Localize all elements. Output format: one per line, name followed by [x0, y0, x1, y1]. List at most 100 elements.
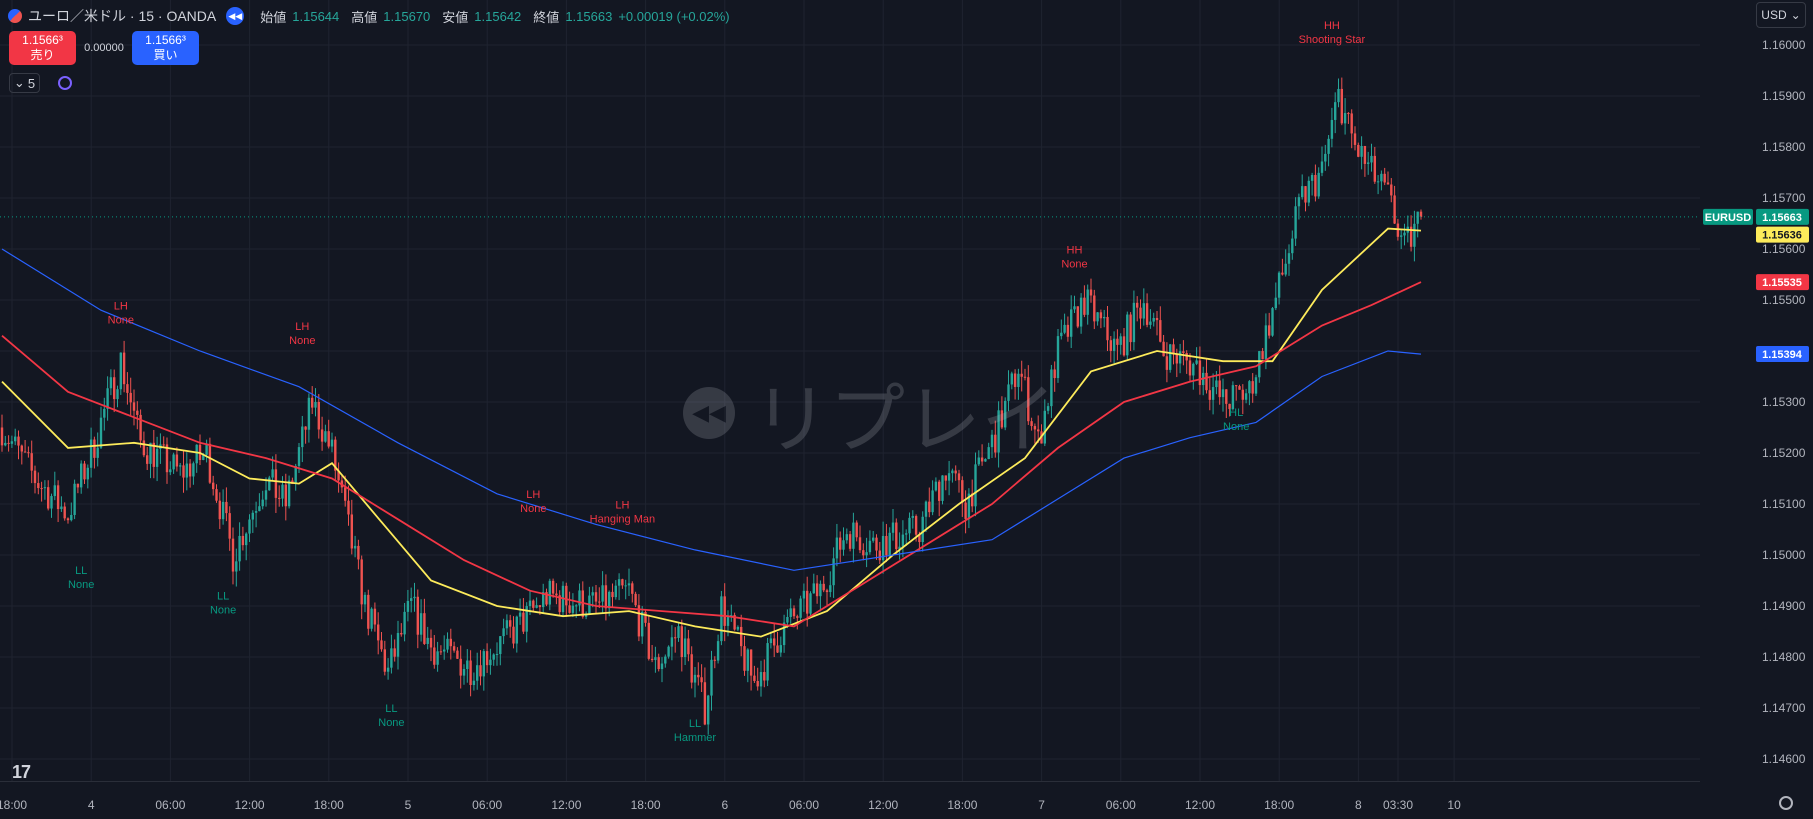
time-axis[interactable]: 18:00 4 06:00 12:00 18:00 5 06:00 12:00 18:00 6 06… — [0, 781, 1700, 813]
buy-button[interactable]: 1.1566³ 買い — [132, 31, 199, 65]
sell-label: 売り — [30, 48, 55, 62]
tradingview-logo[interactable]: 17 — [12, 762, 31, 782]
indicator-toggle[interactable]: ⌄ 5 — [9, 73, 40, 93]
price-tick-label: 1.15700 — [1762, 191, 1806, 205]
candle-body — [532, 600, 535, 608]
candle-body — [621, 579, 624, 586]
candle-body — [403, 611, 406, 635]
settings-gear-icon[interactable] — [1779, 796, 1793, 810]
candle-body — [1317, 172, 1320, 197]
candle-body — [373, 608, 377, 625]
refresh-icon[interactable] — [58, 76, 72, 90]
candle-body — [1304, 186, 1307, 203]
rewind-icon[interactable]: ◀◀ — [226, 7, 245, 25]
time-tick-label: 6 — [721, 798, 728, 812]
candle-body — [1142, 303, 1145, 319]
candle-body — [1277, 272, 1281, 298]
price-tag-bg — [1756, 274, 1809, 291]
ohlc-low-value: 1.15642 — [474, 8, 522, 24]
candle-body — [872, 537, 875, 541]
price-tick-label: 1.15100 — [1762, 497, 1806, 511]
candle-body — [17, 436, 20, 446]
price-tick-label: 1.15000 — [1762, 548, 1806, 562]
candle-body — [132, 402, 136, 411]
candle-body — [1043, 410, 1046, 444]
candle-body — [1175, 354, 1178, 364]
candle-body — [967, 493, 971, 519]
candle-body — [449, 638, 452, 647]
annotation-type: LH — [615, 499, 629, 511]
candle-body — [515, 616, 518, 644]
time-tick-label: 18:00 — [631, 798, 661, 812]
candle-body — [895, 522, 898, 550]
price-tick-label: 1.14900 — [1762, 599, 1806, 613]
candle-body — [713, 659, 716, 661]
sell-button[interactable]: 1.1566³ 売り — [9, 31, 76, 65]
candle-body — [601, 585, 604, 602]
candle-body — [756, 681, 759, 687]
annotation-type: LH — [526, 489, 540, 501]
candle-body — [330, 439, 334, 447]
candle-body — [611, 591, 614, 598]
candle-body — [667, 646, 670, 657]
candle-body — [832, 558, 835, 586]
symbol-title[interactable]: ユーロ／米ドル · 15 · OANDA — [28, 8, 217, 24]
currency-select[interactable]: USD ⌄ — [1756, 2, 1806, 28]
candle-body — [1060, 332, 1063, 337]
candle-body — [1347, 113, 1350, 115]
candle-body — [116, 389, 119, 400]
candle-body — [835, 537, 839, 559]
candle-body — [905, 533, 908, 535]
candle-body — [769, 638, 773, 644]
candle-body — [1271, 308, 1274, 336]
annotation-type: LH — [295, 321, 309, 333]
candle-body — [677, 626, 680, 638]
annotation-pattern: None — [210, 605, 236, 617]
candle-body — [509, 620, 512, 627]
candle-body — [47, 487, 50, 509]
candle-body — [1030, 421, 1033, 427]
candle-body — [175, 454, 179, 467]
candle-body — [802, 590, 806, 599]
symbol-tag: EURUSD — [1705, 212, 1752, 224]
candle-body — [136, 410, 139, 415]
candle-body — [304, 426, 307, 430]
price-axis[interactable]: 1.16000 1.15900 1.15800 1.15700 1.15600 1.155… — [1700, 0, 1813, 819]
candle-body — [1053, 369, 1056, 379]
candle-body — [297, 447, 301, 466]
candle-body — [720, 596, 723, 642]
replay-rewind-icon: ◀◀ — [683, 387, 735, 439]
candle-body — [56, 485, 60, 510]
candle-body — [538, 605, 542, 608]
annotation-pattern: None — [68, 579, 94, 591]
candle-body — [614, 585, 617, 598]
annotation-type: LL — [385, 703, 397, 715]
candle-body — [37, 483, 40, 489]
candle-body — [1287, 253, 1291, 264]
candle-body — [631, 583, 634, 594]
candle-body — [641, 611, 644, 637]
candle-body — [492, 654, 495, 660]
candle-body — [311, 397, 314, 408]
buy-label: 買い — [153, 48, 178, 62]
candle-body — [535, 605, 538, 608]
time-tick-label: 4 — [88, 798, 95, 812]
candle-body — [4, 442, 7, 446]
candle-body — [875, 537, 878, 551]
candle-body — [370, 608, 373, 629]
candle-body — [1195, 360, 1198, 364]
candle-body — [165, 444, 169, 473]
candle-body — [179, 465, 182, 467]
candle-body — [617, 579, 621, 586]
candle-body — [1066, 324, 1070, 337]
candle-body — [707, 695, 710, 725]
candle-body — [654, 657, 657, 661]
candle-body — [393, 648, 396, 657]
candle-body — [66, 518, 70, 521]
candle-body — [502, 628, 505, 637]
candle-body — [459, 658, 462, 676]
candle-body — [1294, 206, 1297, 239]
candle-body — [367, 594, 370, 629]
candle-body — [228, 513, 231, 539]
